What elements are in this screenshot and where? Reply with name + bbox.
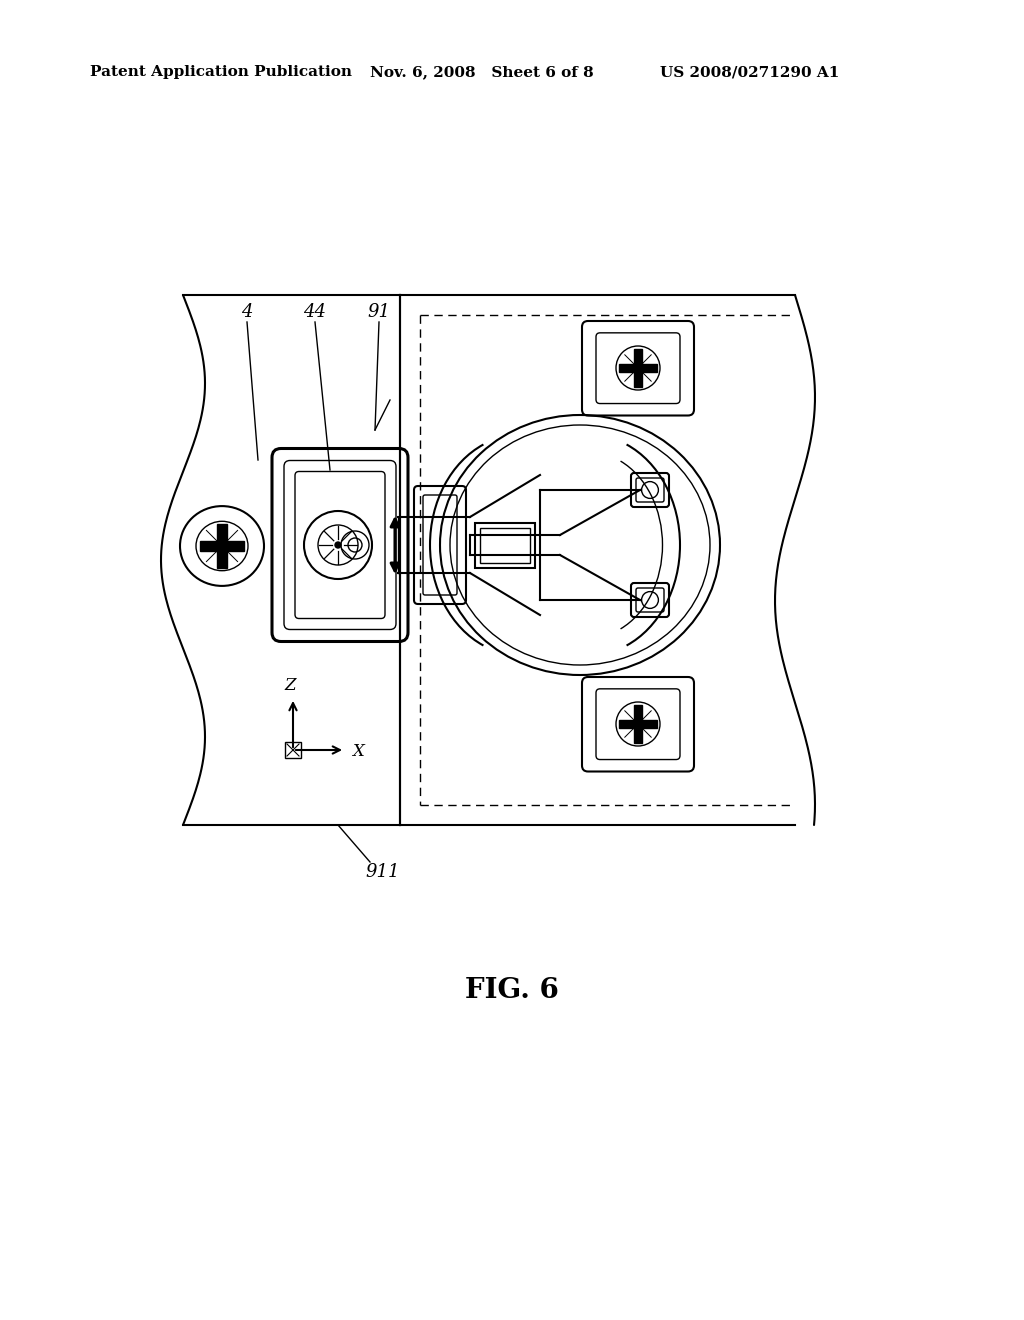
Text: FIG. 6: FIG. 6: [465, 977, 559, 1003]
Bar: [217, 524, 226, 568]
Bar: [475, 523, 535, 568]
Text: Z: Z: [285, 677, 296, 694]
Text: X: X: [352, 743, 364, 760]
Text: US 2008/0271290 A1: US 2008/0271290 A1: [660, 65, 840, 79]
Bar: [620, 721, 656, 727]
Text: 44: 44: [303, 304, 327, 321]
Text: 91: 91: [368, 304, 390, 321]
Circle shape: [335, 543, 341, 548]
Bar: [634, 705, 642, 743]
Text: 4: 4: [242, 304, 253, 321]
Text: Nov. 6, 2008   Sheet 6 of 8: Nov. 6, 2008 Sheet 6 of 8: [370, 65, 594, 79]
Text: 911: 911: [366, 863, 400, 880]
Bar: [285, 742, 301, 758]
Bar: [200, 541, 244, 550]
Bar: [620, 364, 656, 372]
Bar: [480, 528, 530, 562]
Text: Patent Application Publication: Patent Application Publication: [90, 65, 352, 79]
Bar: [634, 350, 642, 387]
